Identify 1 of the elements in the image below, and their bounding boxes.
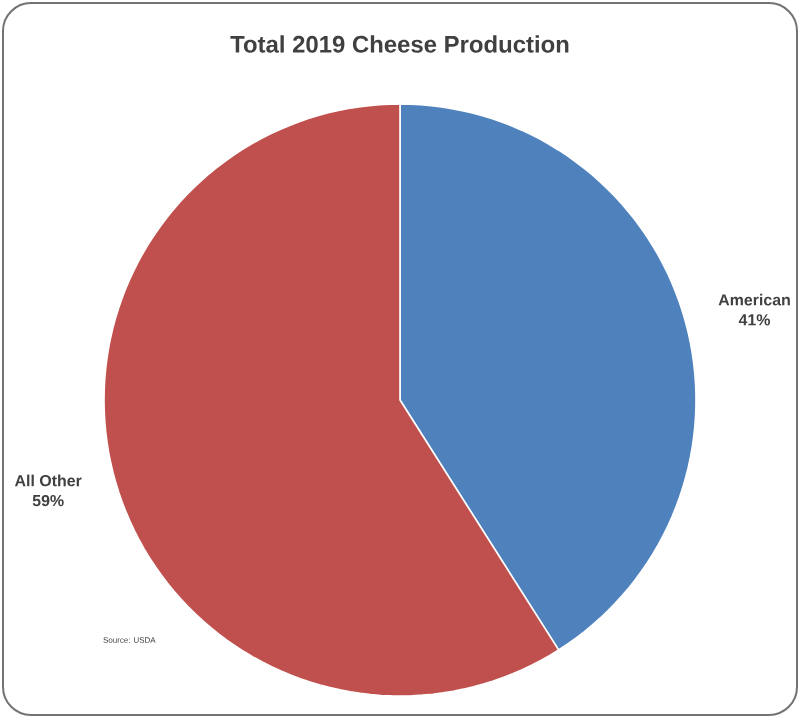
chart-title: Total 2019 Cheese Production — [230, 35, 569, 53]
